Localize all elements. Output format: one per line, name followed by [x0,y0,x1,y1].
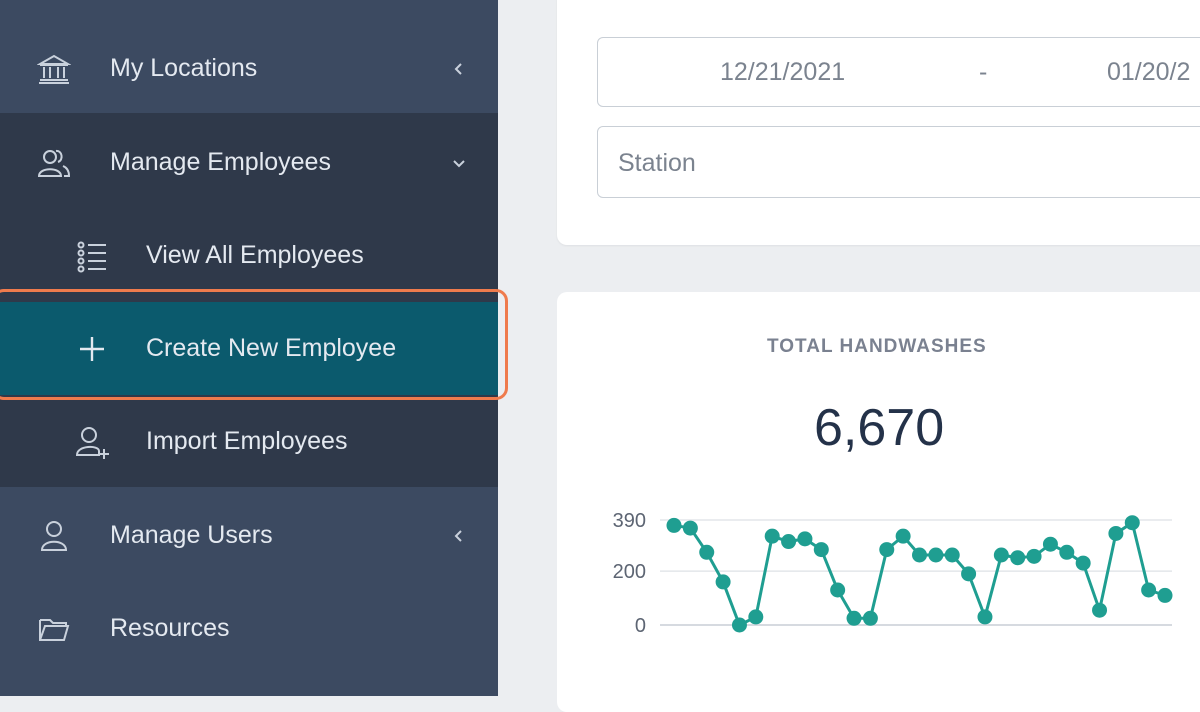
data-point [961,566,977,582]
sidebar-item-label: View All Employees [146,241,364,269]
data-point [1059,544,1075,560]
data-point [797,531,813,547]
data-point [731,617,747,633]
data-point [993,547,1009,563]
chevron-left-icon [448,525,470,547]
data-point [1075,555,1091,571]
station-placeholder: Station [618,149,696,177]
sidebar-item-resources[interactable]: Resources [0,582,498,675]
sidebar-item-label: Import Employees [146,427,348,455]
data-point [1092,602,1108,618]
data-point [699,544,715,560]
y-tick-label: 200 [613,561,646,583]
sidebar-item-manage-users[interactable]: Manage Users [0,489,498,582]
series-line [673,520,1166,628]
user-add-icon [74,424,110,460]
data-point [781,534,797,550]
sidebar-item-create-new-employee[interactable]: Create New Employee [0,302,498,395]
sidebar-item-label: Resources [110,614,230,642]
chevron-down-icon [448,152,470,174]
sidebar-item-label: Create New Employee [146,334,397,362]
data-point [912,547,927,563]
y-tick-label: 0 [635,615,646,637]
sidebar-item-label: Manage Employees [110,148,331,176]
list-icon [74,238,110,274]
total-handwashes-card [557,292,1200,712]
handwashes-chart: 390 200 0 [613,510,1173,637]
date-separator: - [979,58,988,86]
sidebar: My Locations Manage Employees [0,0,508,696]
data-point [977,609,993,625]
data-point [830,582,846,598]
sidebar-item-view-all-employees[interactable]: View All Employees [0,209,498,302]
manage-employees-submenu: Manage Employees View All Employees [0,113,498,487]
stat-value: 6,670 [814,399,945,457]
data-point [928,547,944,563]
data-point [1026,548,1042,564]
plus-icon [74,331,110,367]
data-point [1042,536,1058,552]
sidebar-item-label: Manage Users [110,521,273,549]
data-point [862,610,878,626]
sidebar-item-label: My Locations [110,54,258,82]
data-point [895,528,911,544]
data-point [1108,525,1124,541]
data-point [846,610,862,626]
sidebar-item-my-locations[interactable]: My Locations [0,22,498,115]
date-start[interactable]: 12/21/2021 [720,58,846,86]
users-icon [36,145,72,181]
data-point [666,517,682,533]
folder-icon [36,611,72,647]
data-point [1141,582,1157,598]
data-point [1010,550,1026,566]
data-point [1157,587,1173,603]
data-point [682,520,698,536]
data-point [879,542,895,558]
data-point [813,542,829,558]
sidebar-item-manage-employees[interactable]: Manage Employees [0,116,498,209]
bank-icon [36,51,72,87]
stat-title: TOTAL HANDWASHES [767,336,987,357]
sidebar-item-import-employees[interactable]: Import Employees [0,395,498,488]
user-icon [36,518,72,554]
chevron-left-icon [448,58,470,80]
data-point [748,609,764,625]
data-point [764,528,780,544]
date-end[interactable]: 01/20/2 [1107,58,1191,86]
date-range-picker[interactable]: 12/21/2021 - 01/20/2 [597,37,1200,107]
y-tick-label: 390 [613,510,646,532]
data-point [715,574,731,590]
station-select[interactable]: Station [597,126,1200,198]
data-point [944,547,960,563]
data-point [1124,515,1140,531]
